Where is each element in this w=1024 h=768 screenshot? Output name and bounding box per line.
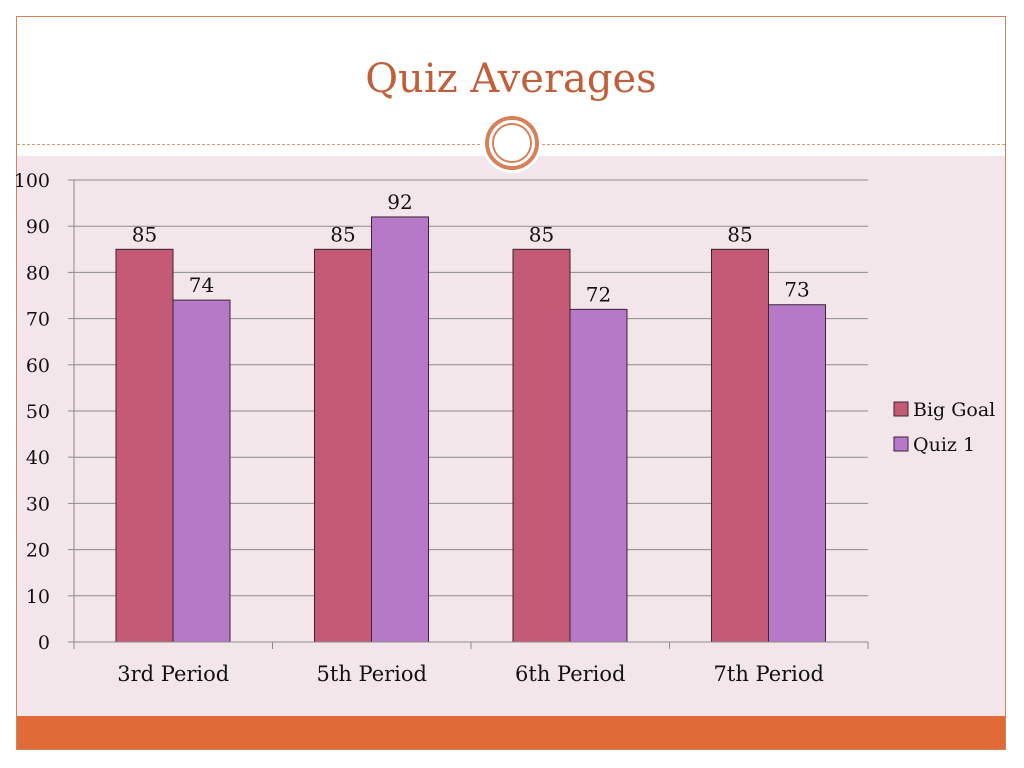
data-labels: 85 74 85 92 85 72 85 73 bbox=[132, 190, 810, 306]
data-label: 72 bbox=[586, 282, 611, 306]
axes: 0 10 20 30 40 50 60 70 80 90 100 3rd Period 5th Peri… bbox=[14, 170, 869, 686]
data-label: 92 bbox=[387, 190, 412, 214]
y-tick-label: 10 bbox=[26, 586, 50, 608]
data-label: 85 bbox=[330, 222, 355, 246]
x-tick-label: 5th Period bbox=[317, 662, 427, 686]
y-tick-label: 80 bbox=[26, 262, 50, 284]
data-label: 85 bbox=[727, 222, 752, 246]
bar-quiz-1 bbox=[172, 299, 231, 643]
ornament-inner-ring bbox=[492, 123, 532, 163]
legend-swatch bbox=[893, 401, 909, 417]
bottom-accent-bar bbox=[17, 716, 1005, 749]
y-tick-label: 20 bbox=[26, 540, 50, 562]
data-label: 85 bbox=[529, 222, 554, 246]
circle-ornament-icon bbox=[482, 113, 542, 173]
y-tick-label: 100 bbox=[14, 170, 50, 192]
y-tick-label: 50 bbox=[26, 401, 50, 423]
bar-big-goal bbox=[512, 248, 571, 643]
data-label: 74 bbox=[189, 273, 214, 297]
slide-title: Quiz Averages bbox=[365, 56, 657, 102]
y-tick-label: 90 bbox=[26, 216, 50, 238]
bar-quiz-1 bbox=[768, 304, 826, 643]
bar-quiz-1 bbox=[569, 308, 628, 643]
bar-big-goal bbox=[314, 248, 372, 643]
y-tick-label: 60 bbox=[26, 355, 50, 377]
data-label: 85 bbox=[132, 222, 157, 246]
y-tick-label: 70 bbox=[26, 309, 50, 331]
y-tick-label: 40 bbox=[26, 447, 50, 469]
bars bbox=[115, 216, 826, 643]
x-tick-label: 3rd Period bbox=[117, 662, 229, 686]
legend-swatch bbox=[893, 436, 909, 452]
x-tick-label: 7th Period bbox=[714, 662, 824, 686]
data-label: 73 bbox=[784, 278, 809, 302]
bar-big-goal bbox=[115, 248, 174, 643]
legend: Big Goal Quiz 1 bbox=[893, 399, 995, 456]
legend-label: Big Goal bbox=[913, 399, 995, 421]
x-tick-label: 6th Period bbox=[515, 662, 625, 686]
bar-big-goal bbox=[711, 248, 769, 643]
ornament-outer-ring bbox=[485, 116, 539, 170]
y-tick-label: 30 bbox=[26, 493, 50, 515]
y-tick-label: 0 bbox=[38, 632, 50, 654]
bar-quiz-1 bbox=[371, 216, 429, 643]
legend-label: Quiz 1 bbox=[913, 434, 975, 456]
